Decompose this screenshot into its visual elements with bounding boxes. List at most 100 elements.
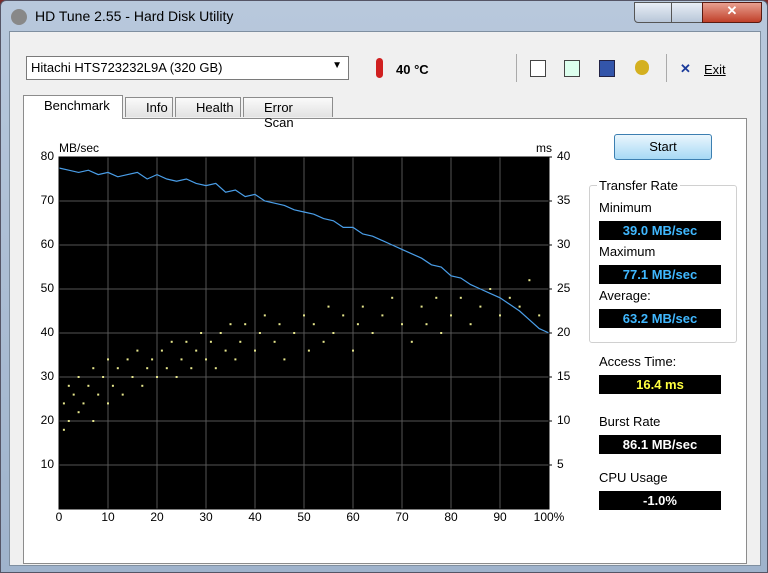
access-time-dot <box>72 393 75 396</box>
value-box: 86.1 MB/sec <box>599 435 721 454</box>
access-time-dot <box>77 411 80 414</box>
access-time-dot <box>62 402 65 405</box>
access-time-dot <box>479 305 482 308</box>
access-time-dot <box>116 367 119 370</box>
access-time-dot <box>293 332 296 334</box>
y2-tick-label: 10 <box>557 413 571 427</box>
access-time-dot <box>258 332 261 334</box>
x-tick-label: 0 <box>56 510 63 524</box>
x-tick-label: 100% <box>534 510 565 524</box>
access-time-dot <box>219 332 222 334</box>
y-tick-label: 20 <box>41 413 55 427</box>
access-time-dot <box>92 367 95 370</box>
y-tick-label: 30 <box>41 369 55 383</box>
y2-tick-label: 5 <box>557 457 564 471</box>
tab[interactable]: Benchmark <box>23 95 123 119</box>
x-tick-label: 90 <box>493 510 507 524</box>
access-time-dot <box>205 358 207 361</box>
access-time-dot <box>200 332 203 334</box>
drive-select[interactable]: Hitachi HTS723232L9A (320 GB) ▼ <box>26 56 349 80</box>
access-time-dot <box>195 349 198 352</box>
y2-tick-label: 35 <box>557 193 571 207</box>
y-tick-label: 80 <box>41 149 55 163</box>
access-time-dot <box>111 384 114 387</box>
access-time-dot <box>420 305 423 308</box>
access-time-dot <box>146 367 149 370</box>
access-time-dot <box>332 332 335 334</box>
access-time-dot <box>322 340 325 343</box>
tab[interactable]: Health <box>175 97 241 117</box>
y-axis-label: MB/sec <box>59 141 99 155</box>
window-title: HD Tune 2.55 - Hard Disk Utility <box>35 8 234 24</box>
y2-tick-label: 20 <box>557 325 571 339</box>
y-tick-label: 10 <box>41 457 55 471</box>
access-time-dot <box>381 314 384 317</box>
transfer-rate-line <box>58 167 550 334</box>
access-time-dot <box>459 296 462 299</box>
x-tick-label: 10 <box>101 510 115 524</box>
access-time-dot <box>180 358 183 361</box>
y-tick-label: 40 <box>41 325 55 339</box>
exit-icon: ✕ <box>680 61 691 76</box>
group-title: Transfer Rate <box>597 178 680 193</box>
access-time-dot <box>273 340 276 343</box>
access-time-dot <box>303 314 305 317</box>
x-tick-label: 20 <box>150 510 164 524</box>
access-time-dot <box>538 314 541 317</box>
access-time-dot <box>440 332 443 334</box>
close-button[interactable]: ✕ <box>702 2 762 23</box>
access-time-dot <box>160 349 163 352</box>
access-time-dot <box>283 358 286 361</box>
options-icon[interactable] <box>635 60 649 75</box>
tab[interactable]: Error Scan <box>243 97 333 130</box>
x-tick-label: 50 <box>297 510 311 524</box>
paste-icon[interactable] <box>564 60 580 77</box>
access-time-dot <box>185 340 188 343</box>
label: Minimum <box>599 200 652 215</box>
access-time-dot <box>102 376 105 378</box>
label: Maximum <box>599 244 656 259</box>
tab[interactable]: Info <box>125 97 173 117</box>
access-time-dot <box>77 376 80 378</box>
save-icon[interactable] <box>599 60 615 77</box>
value-box: 39.0 MB/sec <box>599 221 721 240</box>
access-time-dot <box>352 349 354 352</box>
access-time-dot <box>312 323 315 326</box>
access-time-dot <box>214 367 217 370</box>
access-time-dot <box>356 323 359 326</box>
access-time-dot <box>425 323 428 326</box>
y-tick-label: 50 <box>41 281 55 295</box>
dropdown-arrow: ▼ <box>332 60 342 71</box>
x-tick-label: 80 <box>444 510 458 524</box>
access-time-dot <box>170 340 173 343</box>
start-button[interactable]: Start <box>614 134 712 160</box>
access-time-dot <box>121 393 124 396</box>
x-tick-label: 60 <box>346 510 360 524</box>
access-time-dot <box>342 314 345 317</box>
access-time-dot <box>67 420 70 422</box>
access-time-dot <box>229 323 232 326</box>
access-time-dot <box>136 349 139 352</box>
y-tick-label: 60 <box>41 237 55 251</box>
plot-border <box>58 156 550 510</box>
access-time-dot <box>87 384 90 387</box>
value-box: 63.2 MB/sec <box>599 309 721 328</box>
access-time-dot <box>190 367 193 370</box>
y2-tick-label: 40 <box>557 149 571 163</box>
access-time-dot <box>165 367 168 370</box>
access-time-dot <box>151 358 154 361</box>
separator <box>666 54 667 82</box>
access-time-dot <box>307 349 310 352</box>
y-tick-label: 70 <box>41 193 55 207</box>
access-time-dot <box>469 323 472 326</box>
access-time-dot <box>209 340 212 343</box>
access-time-dot <box>131 376 134 378</box>
value-box: 16.4 ms <box>599 375 721 394</box>
label: Average: <box>599 288 651 303</box>
exit-button[interactable]: Exit <box>704 62 726 77</box>
copy-icon[interactable] <box>530 60 546 77</box>
access-time-dot <box>175 376 178 378</box>
y2-tick-label: 30 <box>557 237 571 251</box>
access-time-dot <box>126 358 129 361</box>
